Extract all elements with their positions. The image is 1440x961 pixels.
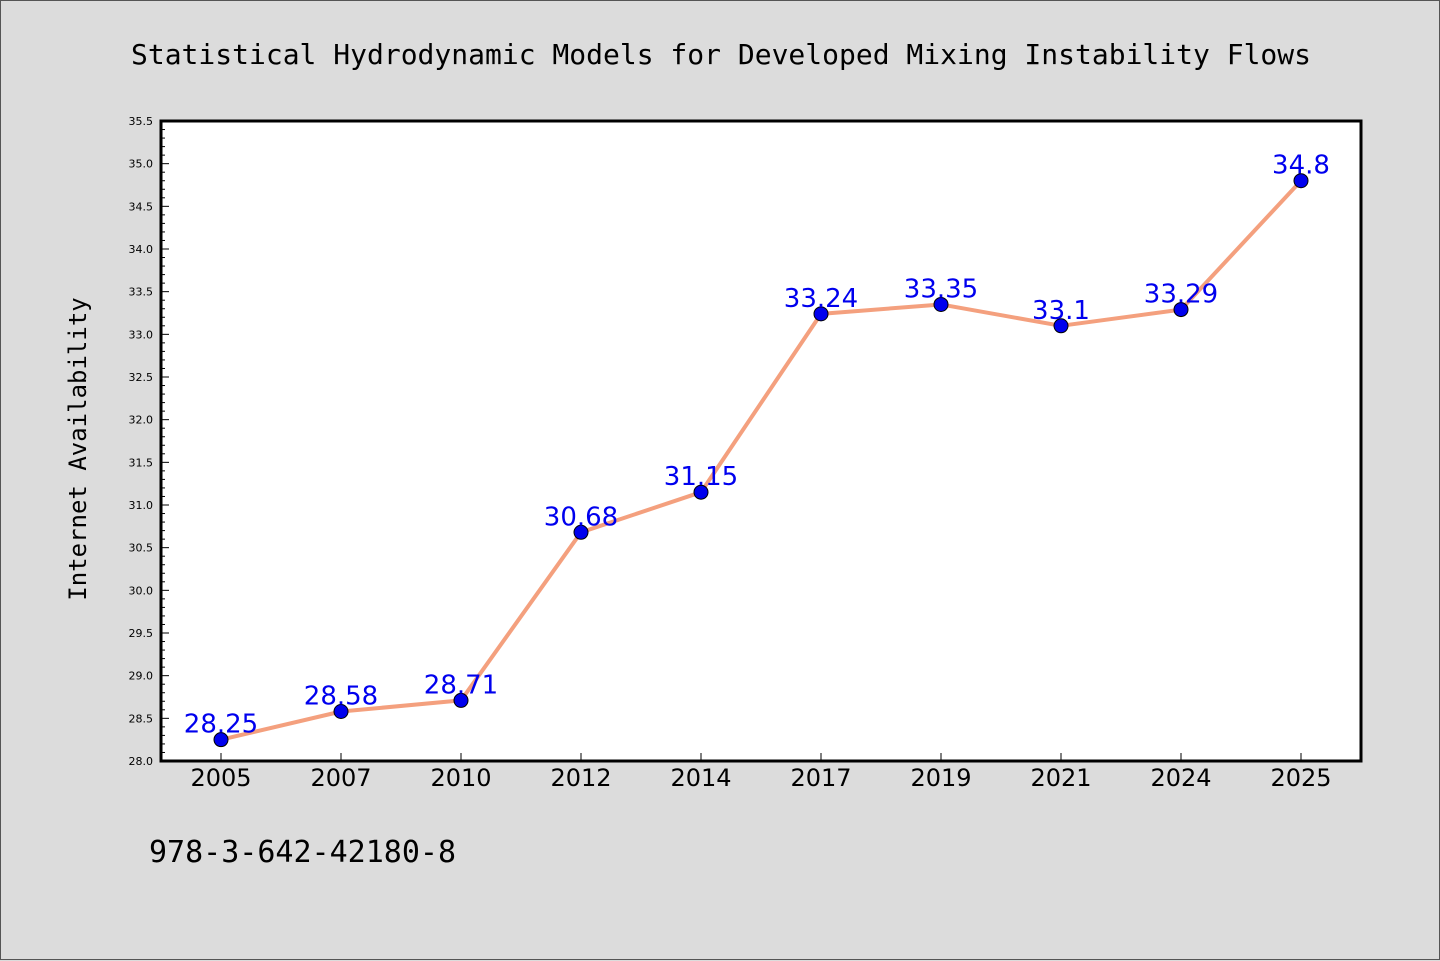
x-tick-label: 2025 [1270,764,1331,792]
data-point [453,692,469,708]
x-tick-label: 2010 [430,764,491,792]
y-tick-label: 32.5 [129,371,154,384]
data-label: 34.8 [1272,151,1330,181]
x-tick-label: 2017 [790,764,851,792]
x-tick-label: 2007 [310,764,371,792]
x-tick-label: 2005 [190,764,251,792]
x-tick-label: 2014 [670,764,731,792]
y-tick-label: 34.5 [129,200,154,213]
y-axis-label: Internet Availability [64,297,92,600]
x-tick-label: 2019 [910,764,971,792]
data-label: 28.25 [184,710,258,740]
data-label: 33.24 [784,284,858,314]
chart-title: Statistical Hydrodynamic Models for Deve… [131,38,1311,71]
data-label: 33.29 [1144,280,1218,310]
x-tick-label: 2012 [550,764,611,792]
x-tick-label: 2021 [1030,764,1091,792]
data-label: 28.71 [424,670,498,700]
y-tick-label: 35.5 [129,115,154,128]
y-tick-label: 34.0 [129,243,154,256]
y-tick-label: 31.0 [129,499,154,512]
plot-area [159,119,1363,763]
x-tick-label: 2024 [1150,764,1211,792]
x-axis: 2005 2007 2010 2012 2014 2017 2019 2021 2024 2025 [190,753,1332,792]
data-point [333,704,349,720]
y-tick-label: 35.0 [129,158,154,171]
y-axis: 28.0 28.5 29.0 29.5 30.0 30.5 31.0 31.5 32.0 32.5… [129,115,169,768]
data-point [1173,302,1189,318]
y-tick-label: 28.5 [129,712,154,725]
data-label: 31.15 [664,462,738,492]
data-point [933,296,949,312]
data-point [1053,318,1069,334]
y-tick-label: 31.5 [129,456,154,469]
y-tick-label: 28.0 [129,755,154,768]
data-point [1293,173,1309,189]
data-label: 28.58 [304,682,378,712]
y-tick-label: 29.5 [129,627,154,640]
y-tick-label: 30.5 [129,542,154,555]
y-tick-label: 33.5 [129,286,154,299]
y-tick-label: 32.0 [129,414,154,427]
series-line [220,179,1303,742]
data-point [213,732,229,748]
data-label: 33.35 [904,274,978,304]
data-label: 30.68 [544,502,618,532]
y-tick-label: 33.0 [129,328,154,341]
footnote-isbn: 978-3-642-42180-8 [149,835,457,870]
y-tick-label: 30.0 [129,584,154,597]
data-label: 33.1 [1032,296,1090,326]
data-point [813,306,829,322]
y-tick-label: 29.0 [129,670,154,683]
data-point [573,524,589,540]
series-layer: 28.25 28.58 28.71 30.68 31.15 33.24 33.35 33.1 3… [184,151,1330,748]
data-point [693,484,709,500]
